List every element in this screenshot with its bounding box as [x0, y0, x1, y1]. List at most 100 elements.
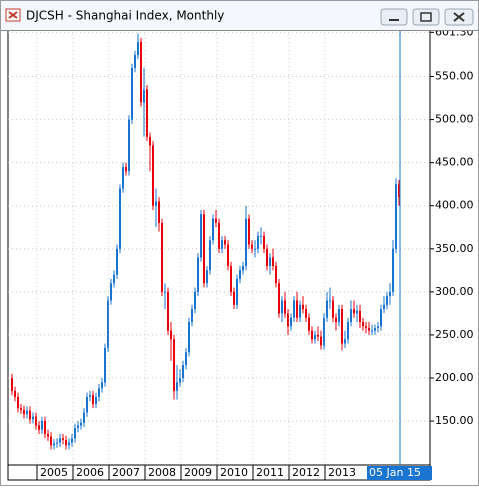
candle-body [329, 300, 331, 302]
candle-body [59, 438, 61, 443]
candle-body [146, 89, 148, 137]
candle-body [155, 201, 157, 206]
candle-body [317, 334, 319, 337]
candle-body [365, 326, 367, 329]
candle-body [224, 240, 226, 245]
candle-body [23, 409, 25, 415]
chart-title: DJCSH - Shanghai Index, Monthly [26, 9, 224, 23]
candle-body [311, 330, 313, 340]
candle-body [185, 352, 187, 366]
candle-body [74, 427, 76, 439]
candle-body [353, 309, 355, 314]
candle-body [62, 438, 64, 441]
candle-body [296, 300, 298, 318]
candle-body [338, 309, 340, 323]
x-axis [7, 464, 431, 481]
candle-body [152, 145, 154, 206]
candle-body [68, 442, 70, 446]
candle-body [158, 201, 160, 223]
candle-body [374, 328, 376, 331]
candle-body [281, 300, 283, 314]
candle-body [371, 330, 373, 332]
y-tick-label: 450.00 [435, 156, 474, 169]
candle-body [209, 240, 211, 271]
candle-body [170, 330, 172, 340]
candle-body [86, 396, 88, 413]
candle-body [251, 244, 253, 249]
candle-body [299, 304, 301, 318]
candle-body [254, 248, 256, 250]
candle-body [257, 235, 259, 249]
candle-body [29, 410, 31, 420]
candle-body [215, 218, 217, 223]
candle-body [212, 218, 214, 241]
candle-body [284, 300, 286, 314]
candle-body [242, 266, 244, 271]
candle-body [230, 266, 232, 292]
candle-body [44, 421, 46, 434]
candle-body [248, 218, 250, 245]
candle-body [11, 378, 13, 391]
candle-body [320, 336, 322, 346]
candle-body [14, 390, 16, 397]
candle-body [140, 42, 142, 103]
candle-body [65, 440, 67, 446]
x-tick-label: 2009 [184, 466, 212, 479]
candle-body [383, 304, 385, 310]
candle-body [362, 322, 364, 327]
candle-body [125, 166, 127, 172]
candle-body [128, 119, 130, 172]
candle-body [176, 382, 178, 391]
candle-body [98, 388, 100, 397]
candle-body [293, 300, 295, 318]
candle-body [386, 296, 388, 305]
candle-body [272, 257, 274, 267]
candle-body [356, 310, 358, 314]
candle-body [116, 248, 118, 275]
candle-body [110, 283, 112, 301]
candle-body [194, 291, 196, 310]
candle-body [164, 291, 166, 293]
candle-body [179, 378, 181, 383]
candle-body [389, 291, 391, 297]
x-tick-label: 2006 [76, 466, 104, 479]
y-tick-label: 350.00 [435, 242, 474, 255]
candle-body [113, 274, 115, 284]
candle-body [380, 309, 382, 327]
candle-body [104, 347, 106, 383]
candle-body [278, 283, 280, 314]
candle-body [17, 396, 19, 409]
candle-body [266, 248, 268, 267]
candle-body [182, 365, 184, 378]
x-tick-label: 2007 [112, 466, 140, 479]
candle-body [122, 166, 124, 189]
candle-body [35, 416, 37, 426]
x-tick-label: 2005 [40, 466, 68, 479]
candle-body [188, 322, 190, 353]
candle-body [92, 395, 94, 404]
candle-body [197, 257, 199, 292]
minimize-button[interactable] [380, 8, 408, 26]
y-tick-label: 300.00 [435, 285, 474, 298]
crosshair-label: 05 Jan 15 [369, 466, 421, 479]
candle-body [221, 240, 223, 249]
candle-body [161, 222, 163, 292]
candle-body [101, 382, 103, 389]
candle-body [305, 309, 307, 318]
candle-body [377, 326, 379, 329]
restore-button[interactable] [412, 8, 440, 26]
candle-body [203, 214, 205, 284]
close-button[interactable] [444, 8, 474, 26]
candle-body [323, 317, 325, 346]
candle-body [227, 244, 229, 267]
candle-body [218, 222, 220, 249]
candle-body [290, 317, 292, 327]
candle-body [341, 309, 343, 344]
candle-body [95, 396, 97, 404]
candle-body [335, 317, 337, 323]
candle-body [38, 425, 40, 430]
candle-body [41, 421, 43, 430]
candle-body [137, 42, 139, 55]
candle-body [200, 214, 202, 258]
candle-body [80, 422, 82, 426]
